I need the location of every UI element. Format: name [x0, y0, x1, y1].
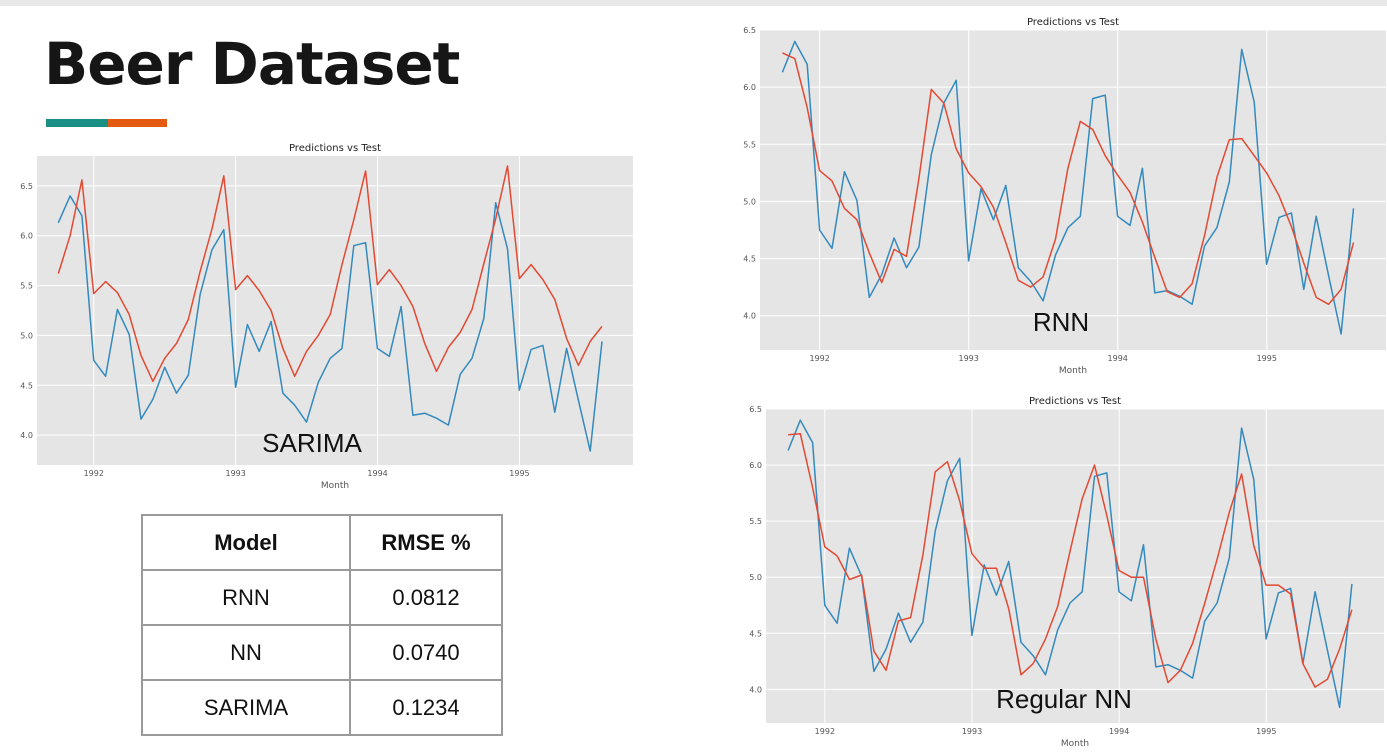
- y-tick-label: 6.0: [20, 232, 33, 241]
- x-tick-label: 1992: [809, 354, 829, 363]
- y-tick-label: 6.5: [20, 182, 33, 191]
- x-axis-label: Month: [1061, 739, 1089, 749]
- header-rmse: RMSE %: [349, 514, 503, 571]
- series-line-1: [787, 419, 1353, 709]
- plot-area: [37, 156, 633, 465]
- chart-title: Predictions vs Test: [289, 143, 381, 154]
- nn-chart: 1992 1993 1994 1995 4.0 4.5 5.0 5.5 6.0 6.5 Predic…: [749, 396, 1384, 749]
- series-line-2: [782, 52, 1355, 306]
- accent-bar-teal: [46, 119, 108, 127]
- y-tick-label: 5.0: [20, 331, 33, 340]
- plot-area: [766, 409, 1384, 723]
- y-tick-label: 5.5: [749, 517, 762, 526]
- y-tick-label: 4.5: [749, 629, 762, 638]
- series-line-1: [57, 195, 603, 452]
- y-tick-label: 4.0: [743, 312, 756, 321]
- sarima-chart: 1992 1993 1994 1995 4.0 4.5 5.0 5.5 6.0 6.5 Predic…: [20, 143, 633, 491]
- header-model: Model: [141, 514, 351, 571]
- cell-rmse: 0.1234: [349, 679, 503, 736]
- y-tick-label: 4.0: [749, 685, 762, 694]
- y-tick-label: 4.0: [20, 431, 33, 440]
- series-line-2: [788, 432, 1353, 688]
- series-line-1: [781, 40, 1355, 335]
- x-tick-label: 1994: [1108, 354, 1128, 363]
- x-tick-label: 1992: [815, 727, 835, 736]
- cell-rmse: 0.0740: [349, 624, 503, 681]
- cell-rmse: 0.0812: [349, 569, 503, 626]
- cell-model: SARIMA: [141, 679, 351, 736]
- x-tick-label: 1994: [367, 469, 387, 478]
- chart-title: Predictions vs Test: [1027, 17, 1119, 28]
- y-tick-label: 6.0: [749, 461, 762, 470]
- table-header-row: Model RMSE %: [141, 514, 503, 571]
- series-line-2: [57, 165, 603, 383]
- y-tick-label: 6.5: [749, 405, 762, 414]
- slide-title: Beer Dataset: [44, 30, 460, 98]
- x-axis-label: Month: [1059, 366, 1087, 376]
- x-axis-label: Month: [321, 481, 349, 491]
- x-tick-label: 1995: [1257, 354, 1277, 363]
- table-row: SARIMA 0.1234: [141, 679, 503, 736]
- rnn-chart: 1992 1993 1994 1995 4.0 4.5 5.0 5.5 6.0 6.5 Predic…: [743, 17, 1386, 376]
- table-row: NN 0.0740: [141, 624, 503, 681]
- y-tick-label: 4.5: [743, 255, 756, 264]
- y-tick-label: 6.0: [743, 83, 756, 92]
- x-tick-label: 1995: [509, 469, 529, 478]
- x-tick-label: 1993: [225, 469, 245, 478]
- chart-title: Predictions vs Test: [1029, 396, 1121, 407]
- model-label: RNN: [1033, 307, 1089, 337]
- cell-model: NN: [141, 624, 351, 681]
- model-label: SARIMA: [262, 428, 362, 458]
- y-tick-label: 5.5: [20, 282, 33, 291]
- x-tick-label: 1993: [958, 354, 978, 363]
- plot-area: [760, 30, 1386, 350]
- x-tick-label: 1993: [962, 727, 982, 736]
- rmse-table: Model RMSE % RNN 0.0812 NN 0.0740 SARIMA…: [141, 514, 503, 736]
- x-tick-label: 1994: [1109, 727, 1129, 736]
- top-bar: [0, 0, 1387, 6]
- y-tick-label: 4.5: [20, 381, 33, 390]
- y-tick-label: 5.0: [743, 197, 756, 206]
- accent-bar-orange: [108, 119, 167, 127]
- x-tick-label: 1992: [84, 469, 104, 478]
- cell-model: RNN: [141, 569, 351, 626]
- model-label: Regular NN: [996, 684, 1132, 714]
- y-tick-label: 5.0: [749, 573, 762, 582]
- y-tick-label: 6.5: [743, 26, 756, 35]
- table-row: RNN 0.0812: [141, 569, 503, 626]
- y-tick-label: 5.5: [743, 140, 756, 149]
- x-tick-label: 1995: [1256, 727, 1276, 736]
